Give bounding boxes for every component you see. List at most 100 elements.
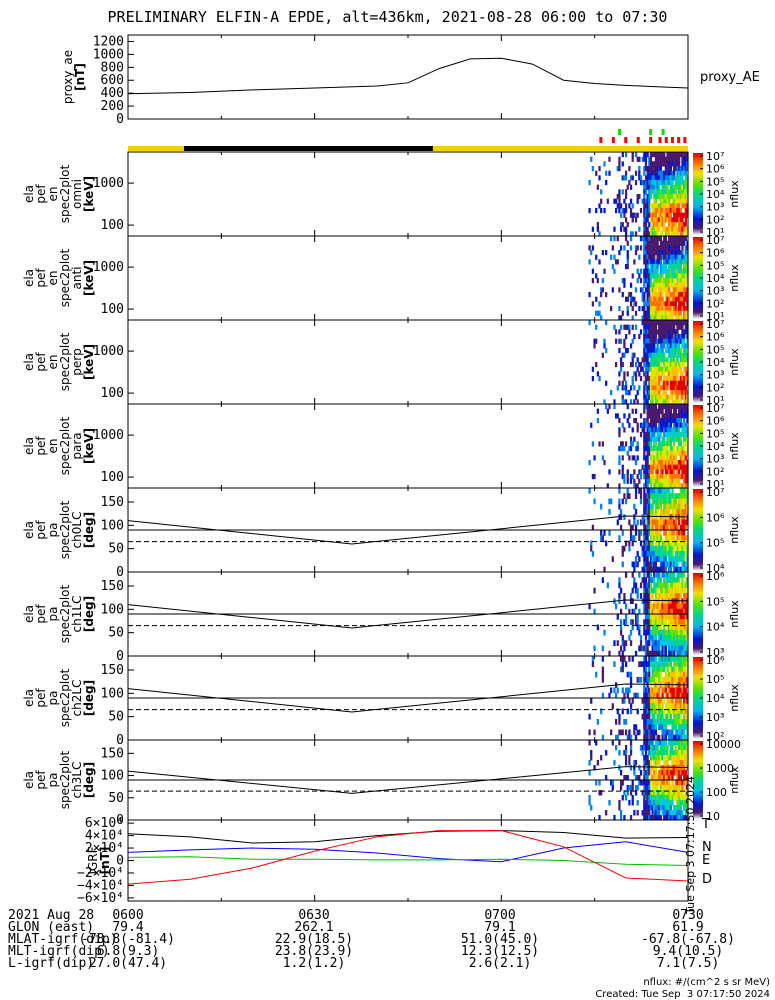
- heatmap-cell: [624, 385, 628, 391]
- heatmap-cell: [653, 577, 656, 583]
- heatmap-cell: [613, 760, 616, 766]
- heatmap-cell: [658, 226, 661, 232]
- heatmap-cell: [664, 566, 668, 573]
- heatmap-cell: [624, 170, 628, 176]
- heatmap-cell: [661, 498, 664, 505]
- heatmap-cell: [664, 810, 668, 816]
- heatmap-cell: [666, 203, 669, 209]
- heatmap-cell: [649, 460, 653, 466]
- heatmap-cell: [659, 282, 663, 288]
- heatmap-cell: [666, 371, 669, 377]
- heatmap-cell: [663, 635, 666, 641]
- heatmap-cell: [658, 608, 661, 615]
- heatmap-cell: [649, 422, 653, 428]
- heatmap-cell: [644, 656, 648, 662]
- heatmap-cell: [671, 671, 674, 678]
- heatmap-cell: [659, 198, 663, 204]
- colorbar-tick-label: 10⁶: [706, 331, 725, 344]
- heatmap-cell: [641, 156, 644, 162]
- heatmap-cell: [595, 338, 598, 344]
- heatmap-cell: [679, 441, 682, 447]
- heatmap-cell: [674, 156, 677, 162]
- heatmap-cell: [674, 698, 677, 704]
- heatmap-cell: [674, 343, 677, 349]
- heatmap-cell: [651, 488, 654, 494]
- heatmap-cell: [666, 324, 669, 330]
- heatmap-cell: [646, 703, 649, 709]
- heatmap-cell: [661, 740, 664, 746]
- heatmap-cell: [643, 394, 646, 400]
- heatmap-cell: [658, 310, 661, 316]
- heatmap-cell: [674, 180, 677, 186]
- heatmap-cell: [654, 282, 658, 288]
- heatmap-cell: [678, 324, 681, 330]
- heatmap-cell: [664, 593, 668, 599]
- heatmap-cell: [673, 245, 676, 251]
- heatmap-cell: [641, 296, 644, 302]
- heatmap-cell: [654, 556, 658, 562]
- heatmap-cell: [649, 755, 653, 761]
- heatmap-cell: [664, 770, 668, 776]
- heatmap-cell: [673, 236, 676, 242]
- heatmap-cell: [656, 509, 659, 515]
- heatmap-cell: [673, 175, 676, 181]
- colorbar-tick-label: 10⁴: [706, 356, 725, 369]
- colorbar-tick-label: 10³: [706, 369, 724, 382]
- heatmap-cell: [656, 427, 659, 433]
- ephemeris-value: 51.0(45.0): [460, 932, 540, 947]
- heatmap-cell: [668, 770, 671, 776]
- igrf-line-E: [127, 856, 689, 866]
- heatmap-cell: [626, 250, 629, 256]
- heatmap-cell: [658, 687, 661, 694]
- heatmap-cell: [683, 780, 686, 786]
- heatmap-cell: [656, 740, 659, 746]
- heatmap-cell: [684, 540, 687, 547]
- heatmap-cell: [664, 296, 668, 302]
- heatmap-cell: [646, 250, 649, 256]
- heatmap-cell: [681, 566, 684, 573]
- heatmap-cell: [664, 450, 668, 456]
- heatmap-cell: [673, 577, 676, 583]
- heatmap-cell: [679, 413, 682, 419]
- heatmap-cell: [676, 212, 679, 218]
- heatmap-cell: [621, 474, 624, 480]
- heatmap-cell: [654, 551, 658, 557]
- heatmap-cell: [664, 535, 668, 541]
- heatmap-cell: [624, 236, 628, 242]
- heatmap-cell: [664, 519, 668, 526]
- heatmap-cell: [674, 493, 677, 499]
- heatmap-cell: [671, 619, 674, 625]
- heatmap-cell: [679, 640, 682, 646]
- heatmap-cell: [648, 765, 651, 771]
- heatmap-cell: [681, 259, 684, 265]
- heatmap-cell: [679, 509, 682, 515]
- heatmap-cell: [658, 292, 661, 298]
- heatmap-cell: [666, 450, 669, 456]
- heatmap-cell: [661, 371, 664, 377]
- heatmap-cell: [663, 755, 666, 761]
- heatmap-cell: [676, 719, 679, 725]
- heatmap-cell: [659, 483, 663, 489]
- heatmap-cell: [676, 376, 679, 382]
- heatmap-cell: [646, 795, 649, 801]
- heatmap-cell: [646, 790, 649, 796]
- heatmap-cell: [666, 572, 669, 578]
- heatmap-cell: [678, 805, 681, 811]
- heatmap-cell: [661, 745, 664, 751]
- heatmap-cell: [679, 619, 682, 625]
- heatmap-cell: [651, 519, 654, 526]
- heatmap-cell: [649, 320, 653, 326]
- colorbar-label: nflux: [728, 180, 741, 208]
- heatmap-cell: [673, 464, 676, 470]
- heatmap-cell: [664, 268, 668, 274]
- heatmap-cell: [676, 320, 679, 326]
- heatmap-cell: [643, 184, 646, 190]
- heatmap-cell: [684, 614, 687, 620]
- heatmap-cell: [656, 780, 659, 786]
- heatmap-cell: [619, 514, 623, 520]
- heatmap-cell: [646, 535, 649, 541]
- heatmap-cell: [654, 740, 658, 746]
- heatmap-cell: [661, 231, 664, 237]
- heatmap-cell: [684, 408, 687, 414]
- heatmap-cell: [651, 785, 654, 791]
